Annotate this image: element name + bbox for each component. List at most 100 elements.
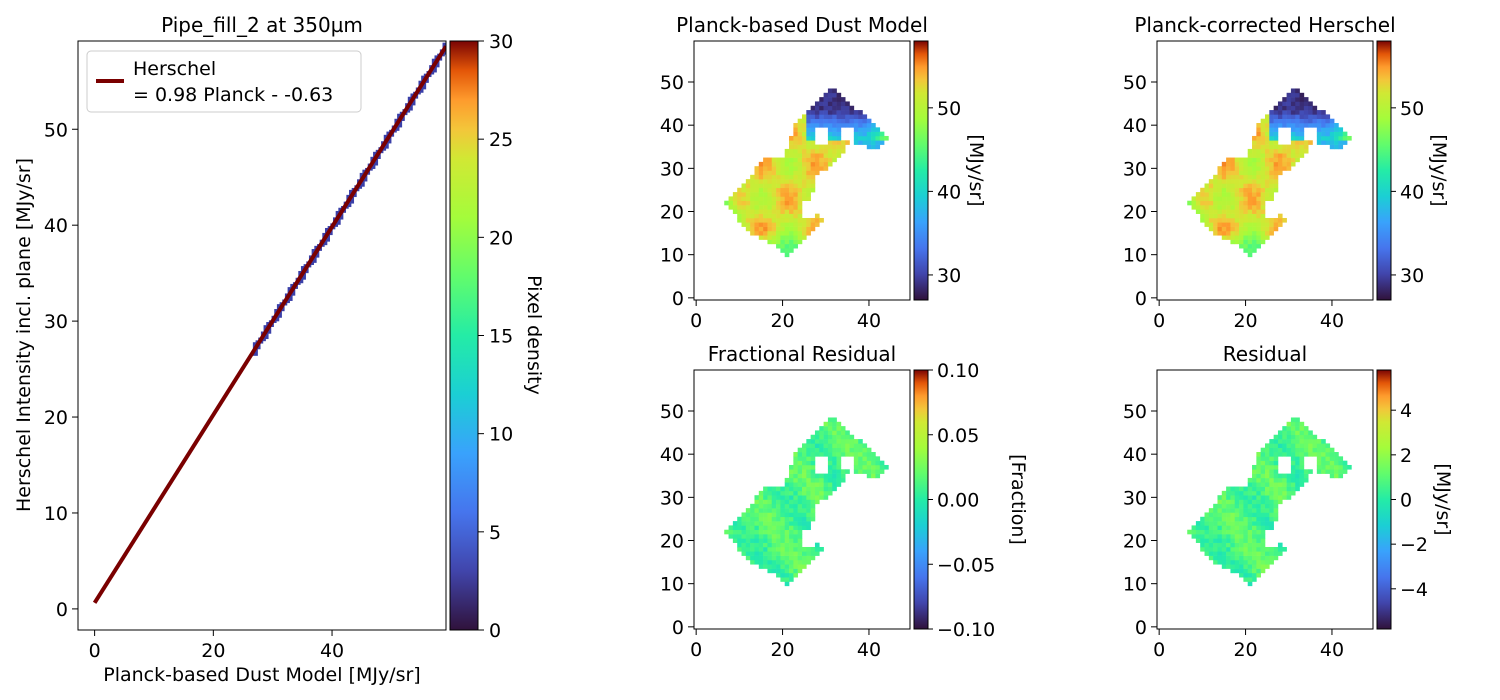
map-pixel bbox=[1273, 499, 1279, 505]
map-pixel bbox=[737, 213, 742, 219]
map-pixel bbox=[1213, 542, 1218, 548]
map-pixel bbox=[797, 564, 803, 569]
map-pixel bbox=[1247, 555, 1253, 561]
map-pixel bbox=[1277, 170, 1283, 176]
map-pixel bbox=[750, 213, 755, 219]
map-pixel bbox=[806, 140, 811, 145]
colorbar-tick-label: 2 bbox=[1400, 445, 1412, 467]
map-pixel bbox=[784, 252, 790, 258]
map-pixel bbox=[1295, 148, 1300, 154]
map-pixel bbox=[1260, 187, 1266, 193]
map-pixel bbox=[780, 174, 786, 180]
map-pixel bbox=[745, 179, 751, 184]
map-pixel bbox=[1252, 490, 1257, 496]
map-pixel bbox=[802, 447, 807, 453]
map-pixel bbox=[1286, 490, 1292, 496]
map-pixel bbox=[1217, 512, 1223, 518]
map-pixel bbox=[810, 217, 816, 223]
map-pixel bbox=[1217, 555, 1223, 561]
map-pixel bbox=[1273, 482, 1279, 487]
map-pixel bbox=[1221, 209, 1227, 214]
map-pixel bbox=[789, 495, 794, 500]
map-pixel bbox=[1325, 464, 1331, 470]
map-pixel bbox=[1187, 529, 1192, 535]
map-pixel bbox=[797, 123, 803, 128]
map-pixel bbox=[767, 521, 773, 526]
map-pixel bbox=[1303, 469, 1309, 474]
map-pixel bbox=[1277, 105, 1283, 111]
map-pixel bbox=[1299, 123, 1305, 128]
map-pixel bbox=[1316, 118, 1322, 124]
map-pixel bbox=[836, 144, 842, 150]
map-pixel bbox=[836, 439, 842, 444]
map-pixel bbox=[832, 482, 837, 487]
map-pixel bbox=[797, 230, 803, 236]
map-pixel bbox=[1252, 200, 1257, 206]
map-pixel bbox=[1260, 123, 1266, 128]
map-pixel bbox=[853, 439, 859, 444]
map-pixel bbox=[1247, 564, 1253, 569]
map-pixel bbox=[1260, 235, 1266, 240]
map-pixel bbox=[1290, 439, 1296, 444]
map-pixel bbox=[836, 447, 842, 453]
colorbar-tick-label: 10 bbox=[489, 424, 513, 446]
map-pixel bbox=[1226, 499, 1231, 505]
map-pixel bbox=[1334, 456, 1339, 461]
map-pixel bbox=[797, 508, 803, 513]
map-pixel bbox=[802, 135, 807, 141]
map-pixel bbox=[1321, 135, 1326, 141]
map-pixel bbox=[1213, 559, 1218, 565]
map-pixel bbox=[1269, 495, 1274, 500]
map-pixel bbox=[745, 187, 751, 193]
map-pixel bbox=[810, 452, 816, 457]
map-pixel bbox=[879, 140, 885, 145]
map-pixel bbox=[724, 200, 729, 206]
map-pixel bbox=[849, 434, 855, 440]
map-pixel bbox=[1334, 135, 1339, 141]
map-pixel bbox=[1282, 452, 1287, 457]
map-pixel bbox=[1195, 534, 1201, 539]
scatter-x-ticks: 0 20 40 bbox=[89, 630, 344, 662]
map-pixel bbox=[1260, 230, 1266, 236]
map-pixel bbox=[1234, 183, 1240, 189]
colorbar-tick-label: 0.05 bbox=[937, 425, 979, 447]
map-pixel bbox=[1252, 243, 1257, 249]
map-pixel bbox=[793, 230, 798, 236]
map-pixel bbox=[1269, 559, 1274, 565]
map-pixel bbox=[879, 131, 885, 137]
map-pixel bbox=[767, 196, 773, 202]
map-pixel bbox=[728, 200, 734, 206]
map-pixel bbox=[793, 490, 798, 496]
map-pixel bbox=[1286, 92, 1292, 98]
map-pixel bbox=[1221, 512, 1227, 518]
map-pixel bbox=[758, 559, 764, 565]
map-pixel bbox=[776, 157, 781, 163]
map-pixel bbox=[853, 135, 859, 141]
map-pixel bbox=[780, 179, 786, 184]
map-pixel bbox=[1221, 222, 1227, 227]
map-pixel bbox=[1277, 443, 1283, 448]
map-pixel bbox=[836, 456, 842, 461]
map-pixel bbox=[1234, 538, 1240, 543]
map-pixel bbox=[741, 521, 747, 526]
map-pixel bbox=[776, 205, 781, 210]
map-pixel bbox=[1234, 525, 1240, 531]
map-pixel bbox=[1265, 127, 1270, 132]
map-pixel bbox=[1290, 118, 1296, 124]
map-pixel bbox=[1277, 217, 1283, 223]
map-pixel bbox=[797, 161, 803, 167]
map-pixel bbox=[1321, 123, 1326, 128]
map-pixel bbox=[1217, 495, 1223, 500]
map-y-tick-label: 50 bbox=[660, 72, 684, 94]
map-pixel bbox=[1260, 148, 1266, 154]
map-pixel bbox=[1217, 192, 1223, 197]
map-pixel bbox=[1195, 525, 1201, 531]
map-pixel bbox=[1277, 486, 1283, 492]
map-pixel bbox=[810, 495, 816, 500]
map-pixel bbox=[1290, 144, 1296, 150]
map-pixel bbox=[814, 213, 820, 219]
map-pixel bbox=[1221, 226, 1227, 232]
map-pixel bbox=[1303, 97, 1309, 102]
map-pixel bbox=[858, 469, 863, 474]
